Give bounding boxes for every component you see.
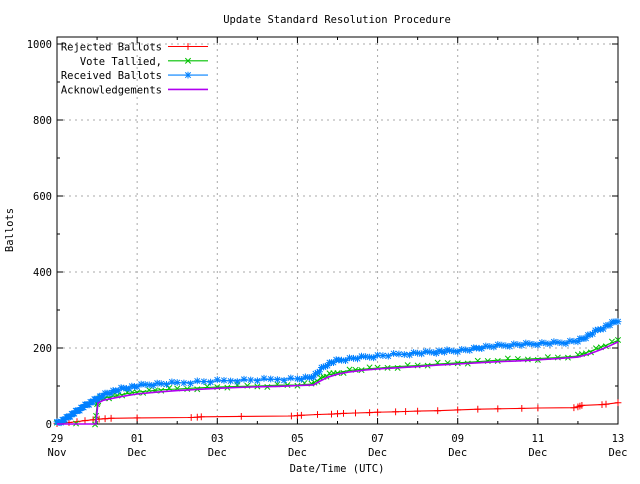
x-tick-label-month: Dec [288,447,307,459]
grid-layer [57,37,618,424]
y-tick-label: 0 [46,419,52,431]
axis-layer: 29 Nov 01 Dec 03 Dec 05 Dec 07 Dec 09 Dec 11 Dec 13 Dec… [27,36,628,459]
y-tick-label: 400 [33,267,52,279]
x-tick-label: 09 [451,433,464,445]
legend-marker-received-ballots [184,71,192,79]
legend-label-acknowledgements: Acknowledgements [61,84,162,96]
x-tick-label: 13 [612,433,625,445]
x-tick-label-month: Dec [128,447,147,459]
x-tick-label: 29 [51,433,64,445]
x-tick-label: 01 [131,433,144,445]
x-tick-label-month: Dec [208,447,227,459]
x-tick-label-month: Dec [368,447,387,459]
x-tick-label-month: Dec [528,447,547,459]
x-tick-label-month: Nov [48,447,67,459]
legend-label-rejected-ballots: Rejected Ballots [61,42,162,54]
series-line-acknowledgements [57,341,619,425]
series-markers-received-ballots [53,318,622,427]
x-axis-title: Date/Time (UTC) [290,463,385,475]
x-tick-label-month: Dec [609,447,628,459]
x-tick-label: 11 [532,433,545,445]
x-tick-label: 03 [211,433,224,445]
legend-marker-rejected-ballots [184,43,192,50]
x-tick-label: 07 [371,433,384,445]
y-tick-label: 1000 [27,39,52,51]
legend-label-received-ballots: Received Ballots [61,70,162,82]
y-tick-label: 600 [33,191,52,203]
y-tick-label: 800 [33,115,52,127]
y-tick-label: 200 [33,343,52,355]
legend-layer: Rejected Ballots Vote Tallied, Received Ba… [61,42,208,96]
chart-title: Update Standard Resolution Procedure [223,14,451,26]
legend-label-vote-tallied: Vote Tallied, [80,56,162,68]
x-tick-label: 05 [291,433,304,445]
series-layer [53,318,622,428]
x-tick-label-month: Dec [448,447,467,459]
y-axis-title: Ballots [4,208,16,252]
legend-marker-vote-tallied [184,57,192,64]
